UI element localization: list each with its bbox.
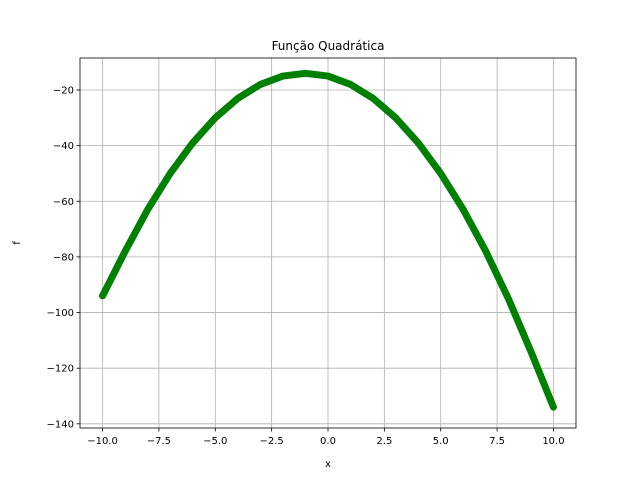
data-point xyxy=(482,248,489,255)
data-point xyxy=(347,81,354,88)
data-point xyxy=(302,70,309,77)
y-tick-label: −100 xyxy=(47,308,74,319)
data-point xyxy=(144,206,151,213)
x-tick-label: 0.0 xyxy=(320,436,336,447)
y-tick-label: −120 xyxy=(47,364,74,375)
data-point xyxy=(279,73,286,80)
x-tick-label: −2.5 xyxy=(259,436,283,447)
data-point xyxy=(167,170,174,177)
y-axis: −140 −120 −100 −80 −60 −40 −20 xyxy=(47,85,80,430)
data-point xyxy=(437,170,444,177)
data-point xyxy=(325,73,331,80)
data-point xyxy=(99,292,106,299)
data-point xyxy=(122,248,129,255)
data-point xyxy=(257,81,264,88)
x-tick-label: 7.5 xyxy=(489,436,505,447)
data-point xyxy=(550,404,557,411)
y-tick-label: −140 xyxy=(47,419,74,430)
y-axis-label: f xyxy=(12,241,23,245)
data-point xyxy=(370,95,377,102)
data-point xyxy=(527,348,534,355)
data-point xyxy=(212,114,219,121)
data-point xyxy=(415,139,422,146)
data-point xyxy=(234,95,241,102)
data-point xyxy=(189,139,196,146)
x-tick-label: 5.0 xyxy=(433,436,449,447)
y-tick-label: −40 xyxy=(53,141,74,152)
grid xyxy=(80,58,576,428)
x-axis-label: x xyxy=(325,459,331,470)
data-point xyxy=(460,206,467,213)
x-tick-label: 2.5 xyxy=(376,436,392,447)
x-tick-label: −7.5 xyxy=(147,436,171,447)
chart-title: Função Quadrática xyxy=(272,39,385,53)
y-tick-label: −60 xyxy=(53,197,74,208)
x-tick-label: 10.0 xyxy=(542,436,564,447)
data-point xyxy=(392,114,399,121)
y-tick-label: −80 xyxy=(53,252,74,263)
y-tick-label: −20 xyxy=(53,85,74,96)
series-group xyxy=(99,69,557,411)
data-point xyxy=(505,295,512,302)
x-axis: −10.0 −7.5 −5.0 −2.5 0.0 2.5 5.0 7.5 10.0 xyxy=(87,428,565,447)
x-tick-label: −10.0 xyxy=(87,436,118,447)
x-tick-label: −5.0 xyxy=(203,436,227,447)
